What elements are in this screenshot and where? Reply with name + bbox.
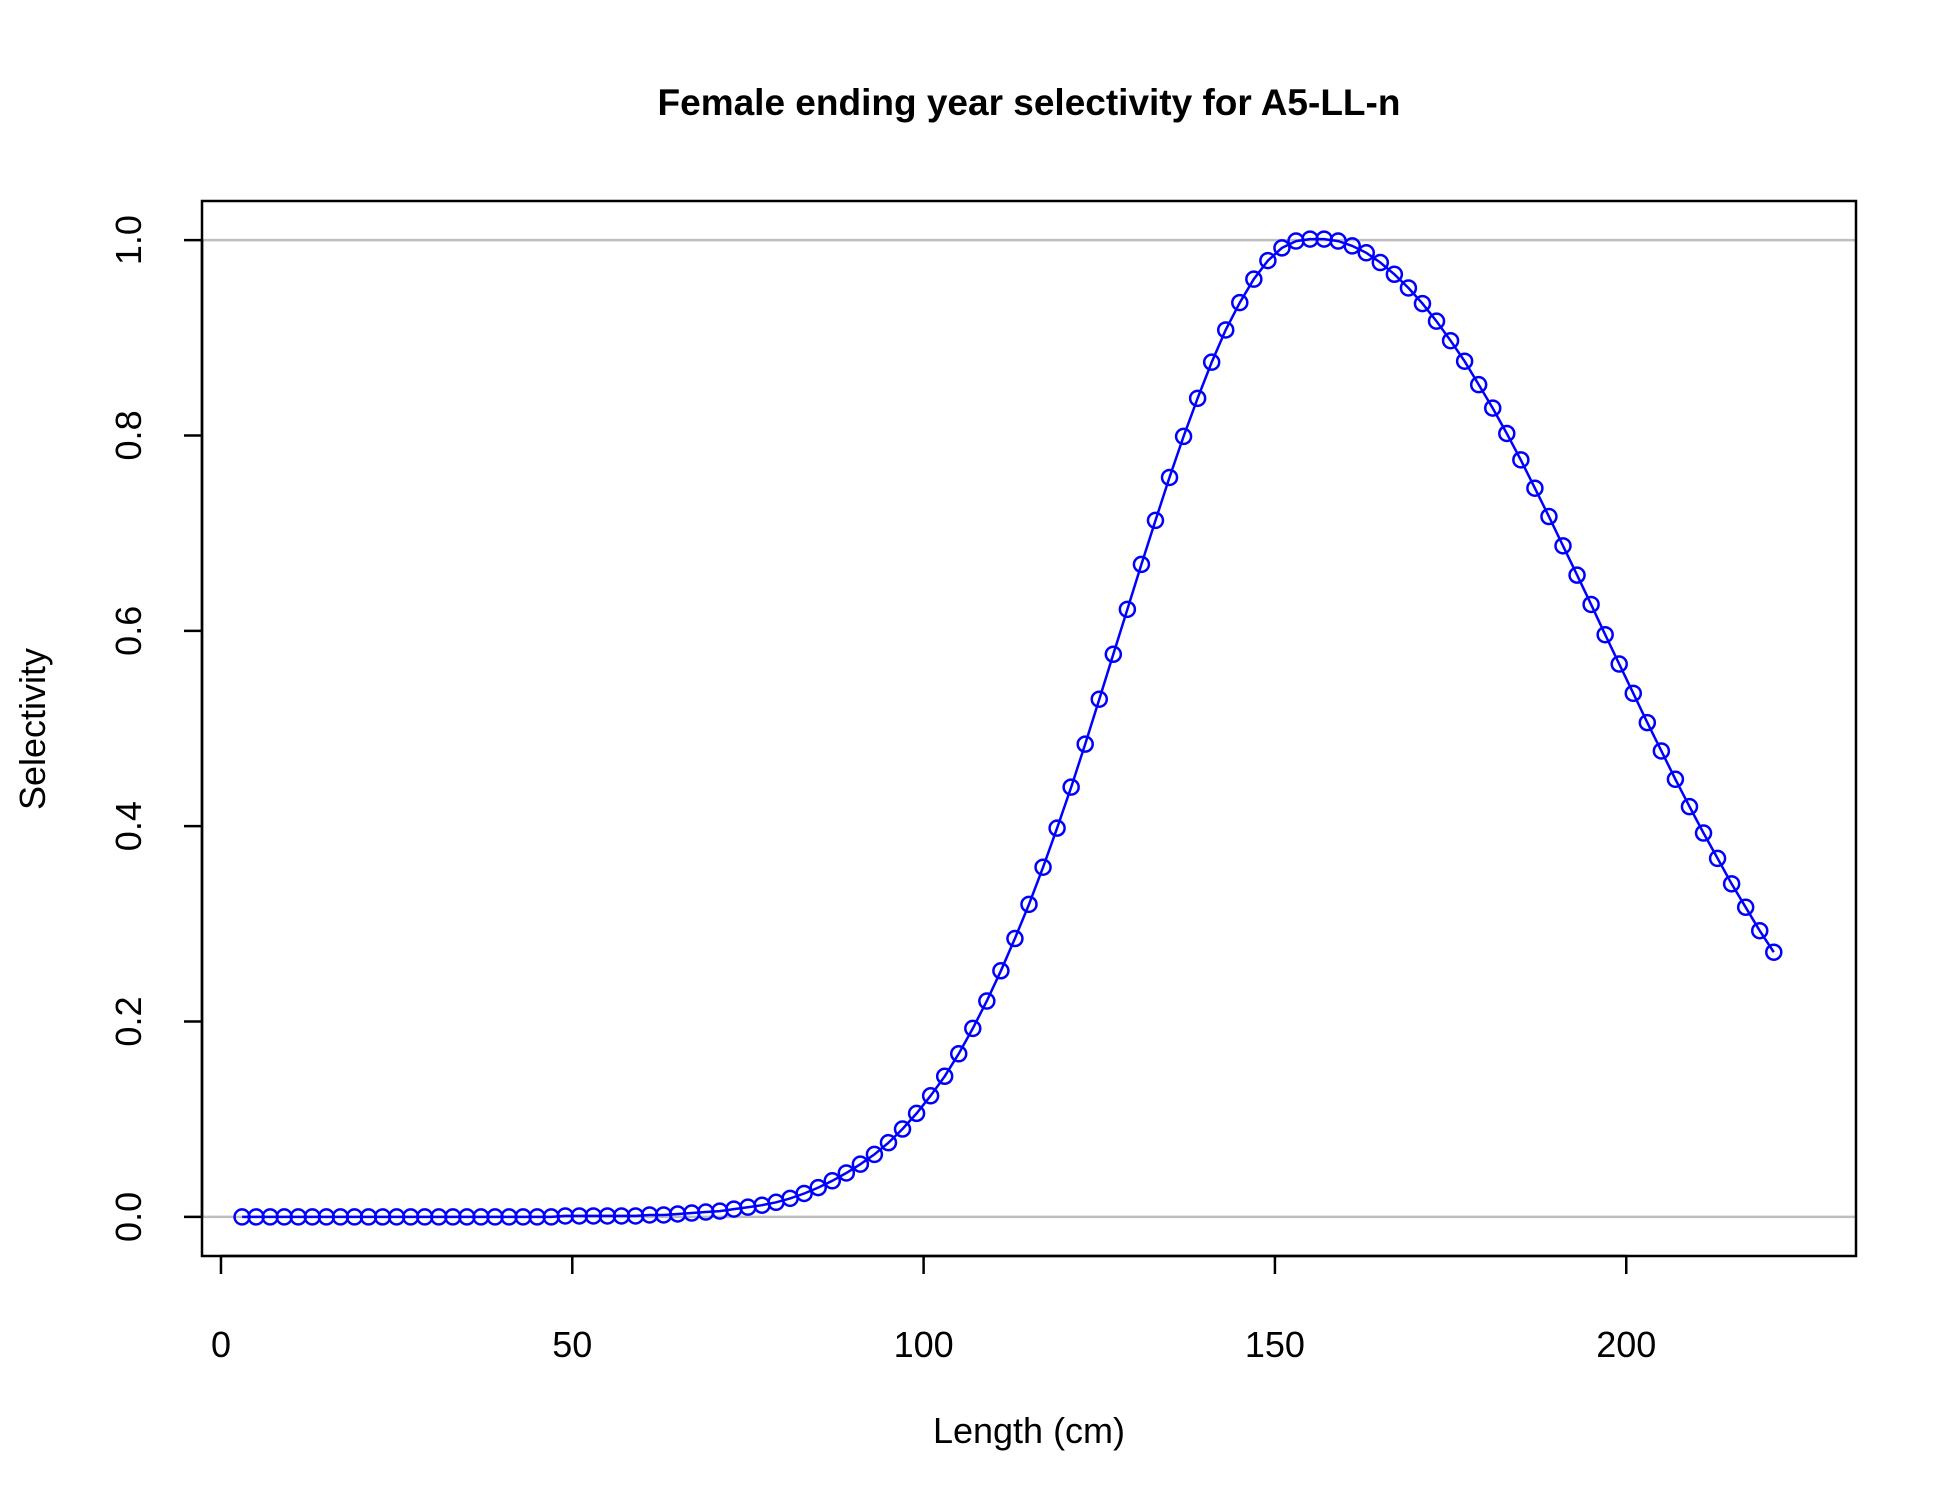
data-point [1680,797,1699,816]
y-tick-label: 1.0 [108,215,149,265]
x-tick-label: 200 [1596,1324,1656,1365]
series-layer [233,230,1783,1226]
data-point [1765,943,1783,961]
y-tick-label: 0.6 [108,606,149,656]
data-point [1708,849,1727,868]
data-point [1722,875,1741,893]
data-point [809,1178,827,1197]
data-point [1006,929,1024,948]
x-axis: 0 50 100 150 200 [211,1254,1656,1365]
data-point [1090,690,1109,708]
y-tick-label: 0.2 [108,997,149,1047]
data-point [1554,537,1572,555]
data-point [1160,468,1179,487]
y-axis-title: Selectivity [12,648,53,810]
series-line-0 [242,237,1775,1219]
x-tick-label: 50 [552,1324,592,1365]
data-point [1034,858,1052,876]
data-point [1231,293,1249,312]
data-point [1146,511,1165,530]
data-point [949,1045,968,1063]
chart-title: Female ending year selectivity for A5-LL… [658,82,1401,123]
data-point [1048,819,1066,837]
data-point [1343,237,1361,255]
data-point [1750,921,1769,940]
data-point [1624,684,1643,703]
data-point [1399,279,1418,297]
data-point [1694,824,1713,842]
data-point [893,1120,912,1138]
data-point [795,1184,813,1203]
data-point [1118,600,1137,619]
data-point [1666,770,1685,789]
data-point [964,1019,982,1038]
data-point [865,1145,884,1164]
data-point [1526,479,1544,497]
x-axis-title: Length (cm) [933,1410,1125,1451]
data-point [1582,595,1600,614]
y-tick-label: 0.0 [108,1192,149,1242]
data-point [1441,331,1460,350]
data-point [1132,555,1151,574]
data-point [1540,507,1558,526]
y-axis: 0.0 0.2 0.4 0.6 0.8 1.0 [108,215,204,1242]
reference-lines [202,238,1856,1219]
data-point [1216,321,1235,339]
data-point [921,1087,940,1105]
data-point [978,992,996,1010]
data-point [1638,713,1657,732]
data-point [1736,898,1755,917]
plot-frame [200,199,1858,1258]
data-point [1062,778,1080,796]
data-point [823,1172,842,1190]
data-point [1188,389,1207,408]
data-point [992,962,1010,980]
data-point [1357,244,1376,262]
data-point [1568,566,1586,584]
data-point [837,1164,856,1182]
data-point [1610,655,1628,673]
y-tick-label: 0.8 [108,410,149,460]
x-tick-label: 100 [894,1324,954,1365]
x-tick-label: 150 [1245,1324,1305,1365]
y-tick-label: 0.4 [108,801,149,851]
data-point [935,1067,954,1086]
data-point [1469,375,1488,394]
x-tick-label: 0 [211,1324,231,1365]
data-point [1455,352,1474,370]
data-point [1273,239,1291,257]
data-point [1427,312,1446,330]
data-point [1385,265,1404,284]
data-point [879,1133,898,1152]
data-point [1413,294,1432,313]
data-point [1259,251,1277,270]
data-point [1512,451,1530,469]
data-point [1596,625,1614,644]
data-point [1245,270,1263,288]
data-point [1104,645,1123,664]
data-point [1483,399,1502,417]
data-point [1020,895,1038,914]
data-point [1652,742,1671,760]
data-point [851,1155,870,1173]
data-point [1174,427,1193,446]
data-point [1202,353,1221,371]
data-point [1076,735,1094,753]
data-point [1498,424,1516,443]
data-point [1371,253,1390,272]
data-point [907,1104,926,1123]
